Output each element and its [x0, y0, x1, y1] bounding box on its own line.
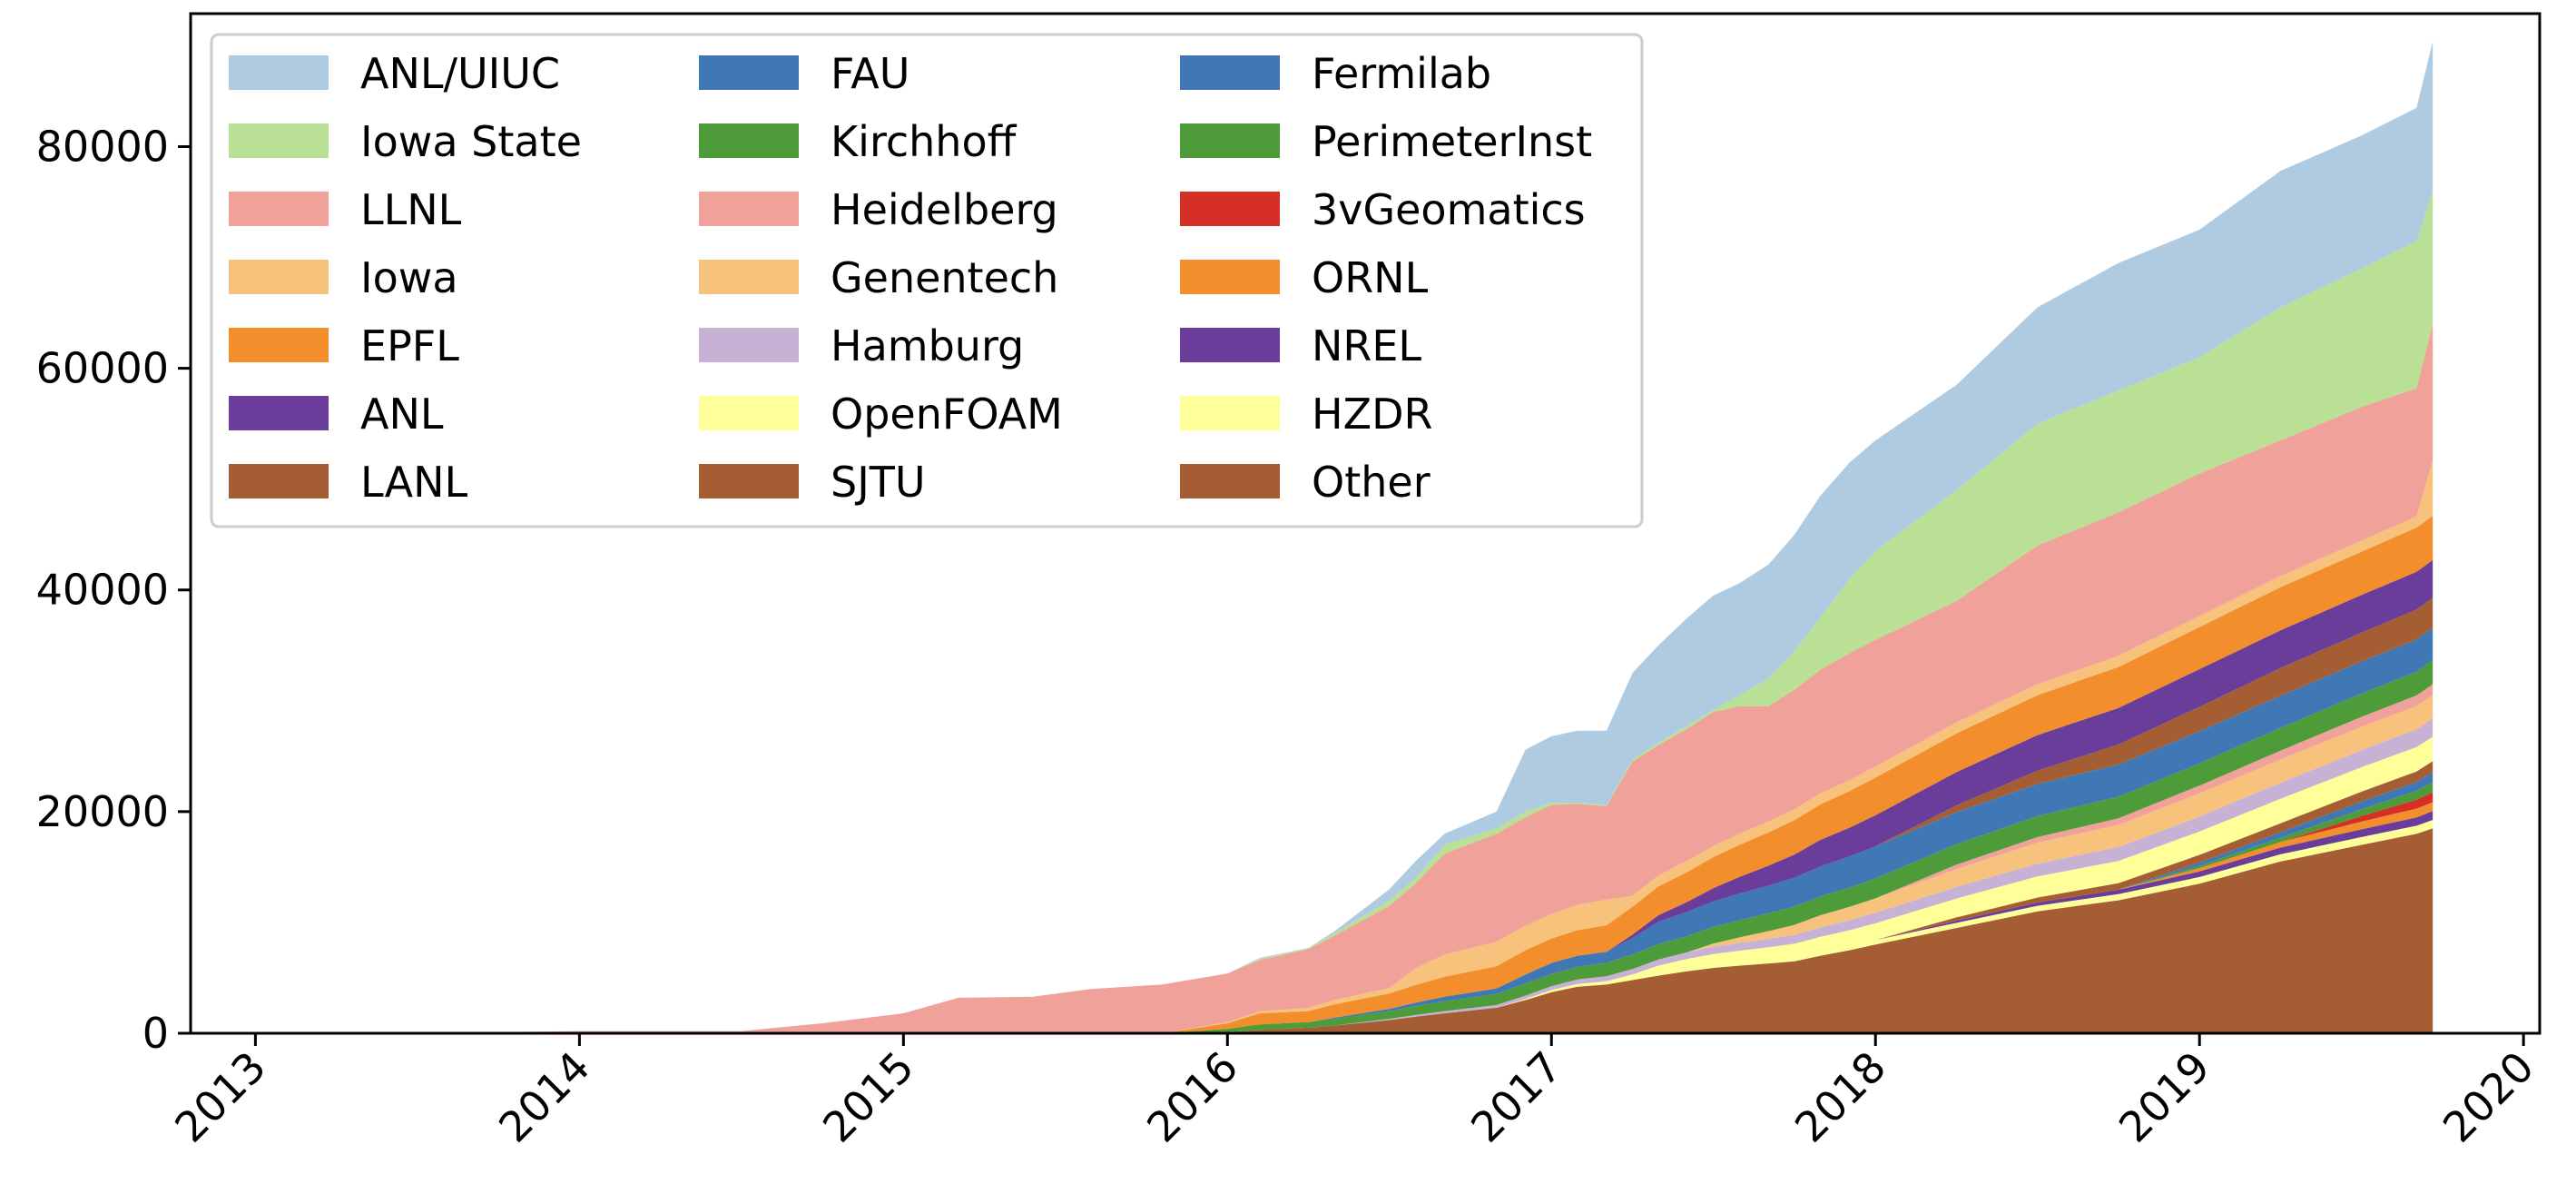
legend-label-fau: FAU — [831, 49, 909, 98]
legend-label-nrel: NREL — [1312, 321, 1421, 370]
legend-label-other: Other — [1312, 458, 1431, 507]
legend-swatch-hamburg — [699, 328, 799, 362]
y-tick-label: 60000 — [36, 344, 169, 393]
legend-swatch-3vgeomatics — [1180, 192, 1280, 226]
y-tick-label: 80000 — [36, 122, 169, 171]
legend-swatch-ornl — [1180, 260, 1280, 294]
area-other — [255, 828, 2433, 1033]
legend-swatch-heidelberg — [699, 192, 799, 226]
legend-label-genentech: Genentech — [831, 253, 1058, 302]
area-kirchhoff — [255, 659, 2433, 1033]
legend-swatch-kirchhoff — [699, 123, 799, 158]
y-tick-label: 0 — [143, 1009, 169, 1058]
area-hamburg — [255, 718, 2433, 1033]
plot-frame — [189, 12, 2542, 1035]
legend-label-openfoam: OpenFOAM — [831, 390, 1063, 439]
legend-swatch-epfl — [229, 328, 329, 362]
legend-swatch-openfoam — [699, 396, 799, 430]
legend-swatch-sjtu — [699, 464, 799, 498]
legend-swatch-other — [1180, 464, 1280, 498]
legend-label-3vgeomatics: 3vGeomatics — [1312, 185, 1586, 234]
legend-label-perimeterinst: PerimeterInst — [1312, 117, 1592, 166]
legend-swatch-lanl — [229, 464, 329, 498]
legend-label-lanl: LANL — [360, 458, 468, 507]
legend-swatch-fermilab — [1180, 55, 1280, 90]
area-llnl — [255, 323, 2433, 1033]
legend-label-hzdr: HZDR — [1312, 390, 1433, 439]
area-layers — [255, 41, 2433, 1034]
legend: ANL/UIUC Iowa State LLNL Iowa EPFL ANL LANL FAU… — [210, 33, 1644, 528]
legend-swatch-llnl — [229, 192, 329, 226]
legend-label-sjtu: SJTU — [831, 458, 926, 507]
legend-label-iowa-state: Iowa State — [360, 117, 582, 166]
legend-label-ornl: ORNL — [1312, 253, 1429, 302]
legend-swatch-genentech — [699, 260, 799, 294]
legend-label-fermilab: Fermilab — [1312, 49, 1491, 98]
legend-label-iowa: Iowa — [360, 253, 458, 302]
area-genentech — [255, 695, 2433, 1033]
legend-swatch-fau — [699, 55, 799, 90]
legend-label-epfl: EPFL — [360, 321, 459, 370]
legend-swatch-perimeterinst — [1180, 123, 1280, 158]
legend-swatch-iowa — [229, 260, 329, 294]
y-tick-label: 40000 — [36, 566, 169, 615]
legend-swatch-anl — [229, 396, 329, 430]
y-axis: 0 20000 40000 60000 80000 — [36, 122, 191, 1058]
legend-label-heidelberg: Heidelberg — [831, 185, 1058, 234]
legend-label-anl: ANL — [360, 390, 444, 439]
legend-swatch-anl-uiuc — [229, 55, 329, 90]
legend-label-kirchhoff: Kirchhoff — [831, 117, 1018, 166]
legend-label-llnl: LLNL — [360, 185, 462, 234]
legend-swatch-nrel — [1180, 328, 1280, 362]
legend-swatch-hzdr — [1180, 396, 1280, 430]
legend-box — [210, 33, 1644, 528]
legend-label-anl-uiuc: ANL/UIUC — [360, 49, 560, 98]
legend-label-hamburg: Hamburg — [831, 321, 1024, 370]
legend-swatch-iowa-state — [229, 123, 329, 158]
y-tick-label: 20000 — [36, 787, 169, 836]
